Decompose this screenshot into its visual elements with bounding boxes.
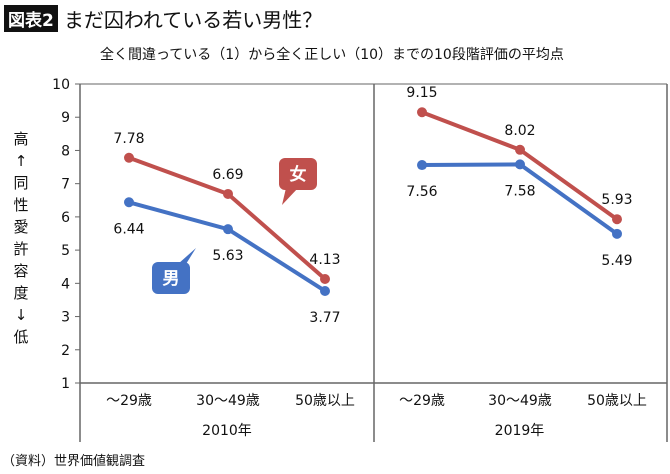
data-point (223, 188, 233, 199)
data-point (417, 160, 427, 171)
y-tick-label: 7 (61, 177, 70, 193)
data-point (124, 197, 134, 208)
y-tick-label: 9 (61, 110, 70, 126)
legend-label-female: 女 (290, 164, 307, 185)
data-point (515, 144, 525, 155)
data-label: 7.78 (113, 131, 144, 147)
y-axis-label-char: 容 (13, 262, 29, 280)
data-label: 9.15 (406, 85, 437, 101)
y-axis-label-char: 高 (13, 130, 29, 148)
data-point (612, 228, 622, 239)
data-label: 3.77 (309, 310, 340, 326)
y-tick-label: 4 (61, 276, 70, 292)
y-axis-label-char: ↓ (14, 306, 28, 324)
x-tick-label: 50歳以上 (295, 393, 355, 409)
y-axis-label: 高 ↑ 同性愛許容度 ↓ 低 (12, 128, 30, 348)
data-label: 5.93 (601, 192, 632, 208)
y-tick-label: 3 (61, 310, 70, 326)
y-axis-label-char: ↑ (14, 152, 28, 170)
x-tick-label: 〜29歳 (106, 393, 152, 409)
group-label: 2019年 (495, 423, 545, 439)
data-label: 4.13 (309, 252, 340, 268)
legend-callout-female (279, 158, 317, 190)
data-label: 5.49 (601, 253, 632, 269)
x-tick-label: 30〜49歳 (488, 393, 552, 409)
data-point (223, 224, 233, 235)
legend-callout-male (152, 262, 190, 294)
y-axis-label-char: 同 (13, 174, 29, 192)
data-label: 6.44 (113, 221, 144, 237)
x-tick-label: 50歳以上 (587, 393, 647, 409)
data-point (612, 214, 622, 225)
data-point (320, 285, 330, 296)
y-tick-label: 5 (61, 243, 70, 259)
y-tick-label: 1 (61, 376, 70, 392)
x-tick-label: 〜29歳 (399, 393, 445, 409)
source-note: （資料）世界価値観調査 (2, 454, 146, 469)
y-tick-label: 8 (61, 143, 70, 159)
callout-tail-female (282, 188, 298, 205)
y-axis-label-char: 度 (13, 284, 29, 302)
legend-label-male: 男 (163, 269, 180, 289)
data-point (515, 159, 525, 170)
y-tick-label: 10 (52, 77, 70, 93)
group-label: 2010年 (202, 423, 252, 439)
callout-tail-male (178, 248, 196, 264)
y-axis-label-char: 低 (13, 328, 29, 346)
data-label: 7.56 (406, 184, 437, 200)
x-tick-label: 30〜49歳 (196, 393, 260, 409)
y-tick-label: 6 (61, 210, 70, 226)
figure-badge: 図表2 (4, 5, 58, 32)
data-point (417, 107, 427, 118)
chart-subtitle: 全く間違っている（1）から全く正しい（10）までの10段階評価の平均点 (100, 47, 564, 63)
data-label: 5.63 (212, 248, 243, 264)
data-label: 8.02 (504, 123, 535, 139)
y-axis-label-char: 愛 (13, 218, 29, 236)
header: 図表2 まだ囚われている若い男性？ (4, 4, 322, 33)
data-point (124, 152, 134, 163)
data-label: 7.58 (504, 183, 535, 199)
y-axis-label-char: 性 (13, 196, 29, 214)
page-title: まだ囚われている若い男性？ (63, 8, 323, 32)
data-point (320, 274, 330, 285)
y-axis-label-char: 許 (13, 240, 29, 258)
data-label: 6.69 (212, 167, 243, 183)
y-tick-label: 2 (61, 343, 70, 359)
